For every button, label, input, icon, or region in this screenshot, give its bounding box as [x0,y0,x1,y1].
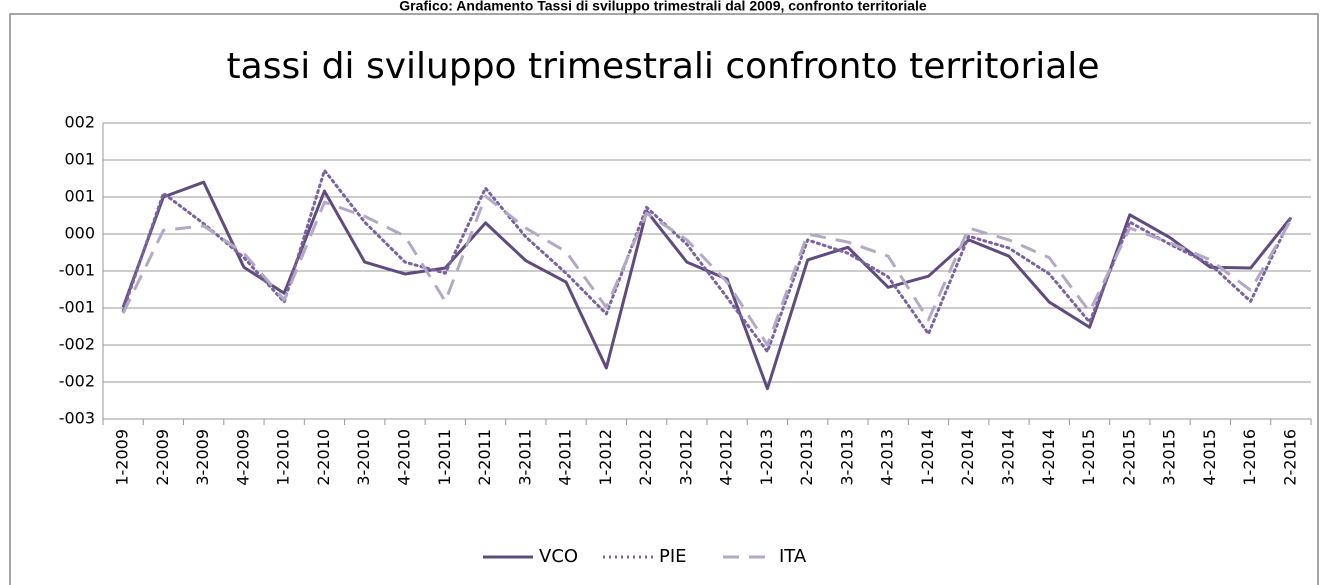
legend-label: VCO [539,546,578,567]
x-tick-label: 3-2014 [999,429,1018,486]
series-line [121,168,1293,354]
x-tick-label: 2-2014 [958,429,977,486]
y-tick-label: 000 [64,224,95,243]
x-tick-label: 4-2009 [233,429,252,486]
series-line [121,180,1293,391]
series-line [121,194,1293,347]
x-tick-label: 1-2010 [274,429,293,486]
y-tick-label: -002 [59,372,95,391]
chart-title: tassi di sviluppo trimestrali confronto … [227,46,1100,87]
x-tick-label: 2-2015 [1119,429,1138,486]
x-tick-label: 2-2013 [797,429,816,486]
x-tick-label: 1-2014 [918,429,937,486]
x-tick-label: 3-2015 [1160,429,1179,486]
x-tick-label: 4-2012 [717,429,736,486]
y-tick-label: 001 [64,150,95,169]
x-tick-label: 3-2012 [676,429,695,486]
x-tick-label: 1-2009 [113,429,132,486]
x-tick-label: 1-2015 [1079,429,1098,486]
x-tick-label: 1-2016 [1240,429,1259,486]
x-tick-label: 2-2012 [636,429,655,486]
y-tick-label: -003 [59,409,95,428]
y-tick-label: 001 [64,187,95,206]
x-tick-label: 4-2014 [1039,429,1058,486]
legend-label: PIE [659,546,687,567]
x-tick-label: 2-2010 [314,429,333,486]
x-tick-label: 3-2013 [837,429,856,486]
x-tick-label: 3-2011 [515,429,534,486]
y-tick-label: -001 [59,298,95,317]
x-tick-label: 4-2010 [395,429,414,486]
y-tick-label: -002 [59,335,95,354]
x-tick-label: 3-2010 [354,429,373,486]
x-tick-label: 2-2016 [1280,429,1299,486]
x-tick-label: 1-2012 [596,429,615,486]
x-tick-label: 2-2011 [475,429,494,486]
caption: Grafico: Andamento Tassi di sviluppo tri… [399,0,927,14]
chart-frame [9,13,1319,585]
x-tick-label: 2-2009 [153,429,172,486]
x-tick-label: 4-2015 [1200,429,1219,486]
x-tick-label: 3-2009 [193,429,212,486]
x-tick-label: 1-2011 [435,429,454,486]
legend-label: ITA [779,546,807,567]
y-tick-label: 002 [64,113,95,132]
x-tick-label: 4-2011 [556,429,575,486]
x-tick-label: 1-2013 [757,429,776,486]
x-tick-label: 4-2013 [878,429,897,486]
y-tick-label: -001 [59,261,95,280]
